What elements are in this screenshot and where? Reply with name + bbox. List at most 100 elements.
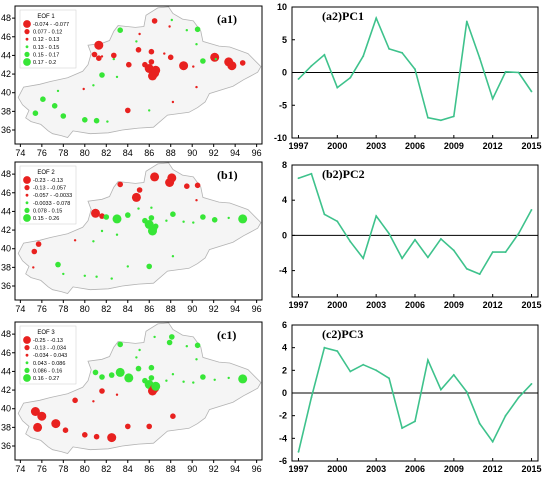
legend-swatch	[25, 201, 29, 205]
station-point	[93, 117, 100, 124]
legend-swatch	[25, 193, 29, 197]
station-point	[33, 422, 43, 432]
y-tick-label: 0	[282, 68, 287, 78]
x-tick-label: 2000	[327, 464, 347, 474]
station-point	[125, 212, 131, 218]
station-point	[110, 277, 113, 280]
legend: EOF 2 -0.23 - -0.13 -0.13 - -0.057-0.057 -…	[19, 165, 77, 225]
station-point	[126, 265, 129, 268]
station-point	[148, 375, 155, 381]
station-point	[167, 173, 177, 183]
pc-data-point	[491, 251, 494, 254]
station-point	[115, 233, 119, 236]
panel-label: (c1)	[217, 328, 236, 342]
legend-swatch	[23, 336, 31, 344]
station-point	[194, 182, 201, 189]
x-tick-label: 2009	[444, 141, 464, 151]
station-point	[146, 423, 152, 430]
station-point	[171, 373, 175, 376]
x-tick-label: 74	[15, 304, 25, 314]
station-point	[192, 221, 195, 224]
station-point	[112, 57, 116, 61]
station-point	[194, 342, 201, 349]
map-frame	[14, 161, 263, 301]
x-tick-label: 82	[101, 148, 111, 158]
station-point	[73, 239, 77, 242]
station-point	[117, 181, 123, 188]
pc-data-point	[440, 119, 442, 122]
legend-swatch	[25, 361, 29, 365]
x-tick-label: 76	[37, 464, 47, 474]
legend-swatch	[24, 185, 30, 191]
station-point	[150, 206, 153, 209]
station-point	[192, 65, 195, 68]
station-point	[142, 61, 148, 68]
panel-title: (a2)PC1	[322, 9, 364, 23]
pc-data-point	[362, 55, 365, 57]
legend-swatch	[24, 29, 30, 35]
station-point	[227, 376, 230, 380]
panel-title: (c2)PC3	[322, 327, 363, 341]
station-point	[82, 117, 88, 123]
station-point	[179, 61, 189, 71]
pc-data-point	[297, 451, 300, 453]
legend-entry: -0.25 - -0.13	[33, 338, 63, 344]
legend-swatch	[24, 367, 30, 373]
y-tick-label: 36	[1, 125, 11, 135]
x-tick-label: 82	[101, 464, 111, 474]
station-point	[182, 380, 185, 383]
station-point	[213, 378, 216, 381]
y-tick-label: 4	[282, 195, 287, 205]
station-point	[195, 43, 198, 46]
y-tick-label: 48	[1, 329, 11, 339]
x-tick-label: 2012	[483, 141, 503, 151]
station-point	[171, 100, 175, 104]
panel-label: (a1)	[217, 12, 237, 26]
station-point	[91, 51, 98, 58]
legend-entry: 0.17 - 0.2	[33, 60, 56, 66]
y-tick-label: 44	[1, 366, 11, 376]
legend-entry: 0.086 - 0.16	[33, 368, 62, 374]
pc-data-point	[478, 273, 481, 275]
legend-entry: 0.15 - 0.26	[33, 216, 59, 222]
x-tick-label: 78	[58, 148, 68, 158]
y-tick-label: 6	[282, 320, 287, 330]
station-point	[31, 248, 38, 255]
x-tick-label: 2012	[483, 464, 503, 474]
station-point	[83, 274, 87, 277]
legend-entry: -0.0033 - 0.078	[33, 201, 70, 207]
pc-data-point	[517, 71, 520, 74]
legend-entry: 0.043 - 0.086	[33, 361, 65, 367]
pc-data-point	[349, 240, 352, 243]
legend-swatch	[24, 207, 30, 213]
pc-data-point	[388, 232, 390, 235]
pc-data-point	[336, 350, 339, 352]
pc-data-point	[504, 414, 507, 417]
station-point	[167, 54, 174, 61]
pc-data-point	[323, 53, 326, 56]
station-point	[170, 413, 176, 420]
y-tick-label: 36	[1, 441, 11, 451]
station-point	[238, 214, 248, 224]
station-point	[227, 61, 237, 71]
x-tick-label: 1997	[288, 464, 308, 474]
pc-data-point	[362, 257, 365, 260]
x-tick-label: 1997	[288, 300, 308, 310]
x-tick-label: 86	[144, 148, 154, 158]
y-tick-label: 0	[282, 230, 287, 240]
station-point	[211, 217, 218, 223]
legend-entry: -0.034 - 0.043	[33, 353, 67, 359]
x-tick-label: 80	[80, 148, 90, 158]
station-point	[148, 364, 155, 371]
pc-series-line	[297, 346, 533, 453]
station-point	[35, 241, 42, 247]
station-point	[100, 55, 104, 58]
pc-data-point	[323, 346, 326, 349]
station-point	[151, 65, 161, 75]
x-tick-label: 2006	[405, 300, 425, 310]
x-tick-label: 82	[101, 304, 111, 314]
pc-data-point	[491, 97, 494, 100]
station-point	[55, 261, 61, 268]
legend-swatch	[25, 353, 29, 357]
station-point	[148, 48, 155, 55]
